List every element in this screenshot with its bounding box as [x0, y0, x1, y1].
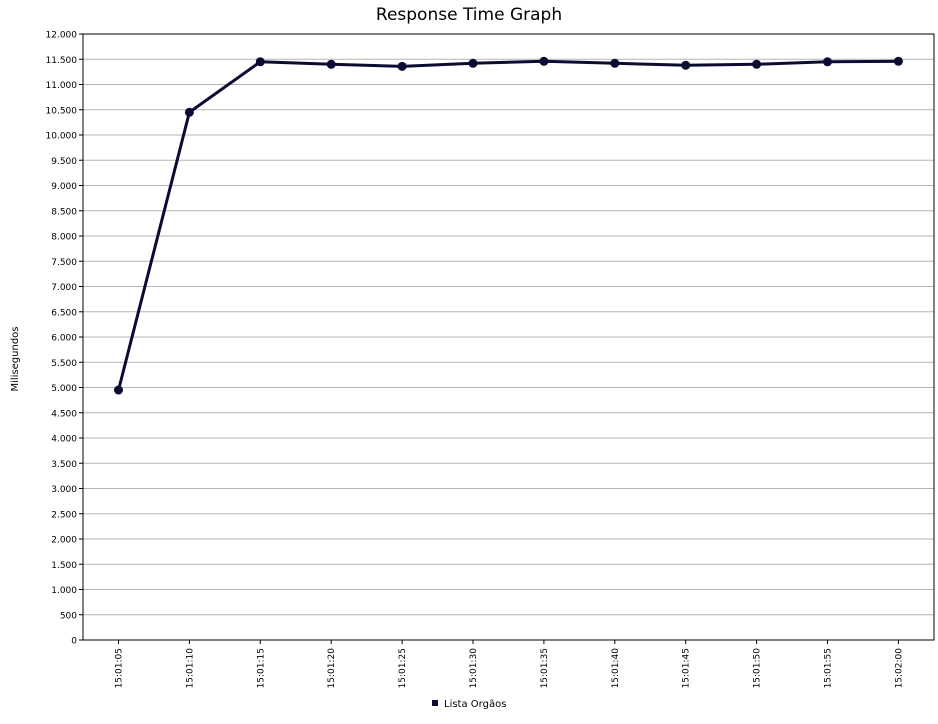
x-tick-label: 15:01:45 [682, 648, 692, 688]
y-axis-ticks: 0 500 1.000 1.500 2.000 2.500 3.000 3.500 4.000 4… [46, 31, 83, 647]
x-tick-label: 15:01:10 [185, 648, 195, 689]
x-axis-ticks: 15:01:05 15:01:10 15:01:15 15:01:20 15:01:25… [115, 640, 904, 689]
y-tick-label: 4.500 [51, 409, 77, 419]
grid-lines [83, 58, 934, 616]
y-tick-label: 1.500 [51, 561, 77, 571]
x-tick-label: 15:01:40 [611, 648, 621, 689]
data-point [681, 60, 691, 70]
series-layer [114, 56, 903, 395]
x-tick-label: 15:01:20 [327, 648, 337, 689]
x-tick-label: 15:02:00 [894, 648, 904, 689]
data-point [184, 107, 194, 117]
x-tick-label: 15:01:05 [115, 648, 125, 688]
x-tick-label: 15:01:30 [469, 648, 479, 689]
y-tick-label: 9.500 [51, 157, 77, 167]
data-point [539, 56, 549, 66]
data-point [114, 385, 123, 395]
y-tick-label: 2.500 [51, 510, 77, 520]
y-tick-label: 12.000 [46, 31, 78, 41]
y-tick-label: 10.500 [46, 106, 78, 116]
y-tick-label: 500 [60, 611, 77, 621]
y-tick-label: 4.000 [51, 435, 77, 445]
x-tick-label: 15:01:25 [398, 648, 408, 688]
data-point [610, 58, 620, 68]
y-tick-label: 6.000 [51, 334, 77, 344]
y-tick-label: 9.000 [51, 182, 77, 192]
data-point [326, 59, 336, 69]
x-tick-label: 15:01:35 [540, 648, 550, 688]
y-tick-label: 3.000 [51, 485, 77, 495]
y-tick-label: 3.500 [51, 460, 77, 470]
y-tick-label: 2.000 [51, 536, 77, 546]
data-point [255, 57, 265, 67]
x-tick-label: 15:01:55 [824, 648, 834, 688]
x-tick-label: 15:01:50 [753, 648, 763, 689]
y-tick-label: 7.500 [51, 258, 77, 268]
y-tick-label: 11.500 [46, 56, 78, 66]
x-tick-label: 15:01:15 [256, 648, 266, 688]
data-point [468, 58, 478, 68]
legend: Lista Orgãos [432, 699, 506, 710]
y-tick-label: 1.000 [51, 586, 77, 596]
data-point [752, 59, 762, 69]
data-point [823, 57, 832, 67]
y-tick-label: 8.500 [51, 207, 77, 217]
y-tick-label: 0 [71, 637, 77, 647]
y-axis-label: Milisegundos [10, 326, 21, 391]
y-tick-label: 11.000 [46, 81, 78, 91]
legend-label: Lista Orgãos [444, 699, 506, 710]
series-line [117, 59, 899, 391]
data-point [397, 61, 407, 71]
plot-area-border [82, 33, 935, 641]
y-tick-label: 6.500 [51, 308, 77, 318]
y-tick-label: 5.000 [51, 384, 77, 394]
data-point [893, 56, 903, 66]
legend-swatch [432, 700, 438, 706]
y-tick-label: 5.500 [51, 359, 77, 369]
y-tick-label: 10.000 [46, 132, 78, 142]
y-tick-label: 7.000 [51, 283, 77, 293]
y-tick-label: 8.000 [51, 233, 77, 243]
chart-title: Response Time Graph [376, 5, 562, 25]
